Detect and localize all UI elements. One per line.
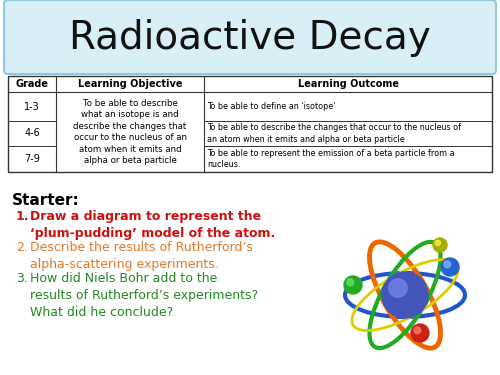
Circle shape (433, 238, 447, 252)
Text: How did Niels Bohr add to the
results of Rutherford’s experiments?
What did he c: How did Niels Bohr add to the results of… (30, 272, 258, 319)
Text: 3.: 3. (16, 272, 28, 285)
Circle shape (414, 327, 420, 334)
Bar (8, 76, 492, 172)
Text: Starter:: Starter: (12, 193, 80, 208)
Text: Radioactive Decay: Radioactive Decay (69, 19, 431, 57)
Circle shape (435, 240, 440, 246)
Text: Grade: Grade (16, 79, 48, 89)
Circle shape (441, 258, 459, 276)
Circle shape (347, 279, 354, 286)
Text: To be able to describe
what an isotope is and
describe the changes that
occur to: To be able to describe what an isotope i… (74, 99, 186, 165)
Text: To be able to describe the changes that occur to the nucleus of
an atom when it : To be able to describe the changes that … (207, 123, 461, 144)
Text: To be able to represent the emission of a beta particle from a
nucleus.: To be able to represent the emission of … (207, 149, 454, 169)
Circle shape (382, 272, 428, 318)
Text: Draw a diagram to represent the
‘plum-pudding’ model of the atom.: Draw a diagram to represent the ‘plum-pu… (30, 210, 275, 240)
Text: 1-3: 1-3 (24, 102, 40, 111)
Circle shape (389, 279, 407, 297)
Circle shape (344, 276, 362, 294)
Text: 4-6: 4-6 (24, 129, 40, 138)
Text: 7-9: 7-9 (24, 154, 40, 164)
Text: Learning Outcome: Learning Outcome (298, 79, 398, 89)
FancyBboxPatch shape (4, 0, 496, 74)
Circle shape (444, 261, 450, 268)
Text: 2.: 2. (16, 241, 28, 254)
Text: 1.: 1. (16, 210, 30, 223)
Circle shape (411, 324, 429, 342)
Text: To be able to define an ‘isotope’: To be able to define an ‘isotope’ (207, 102, 336, 111)
Text: Learning Objective: Learning Objective (78, 79, 182, 89)
Text: Describe the results of Rutherford’s
alpha-scattering experiments.: Describe the results of Rutherford’s alp… (30, 241, 253, 271)
